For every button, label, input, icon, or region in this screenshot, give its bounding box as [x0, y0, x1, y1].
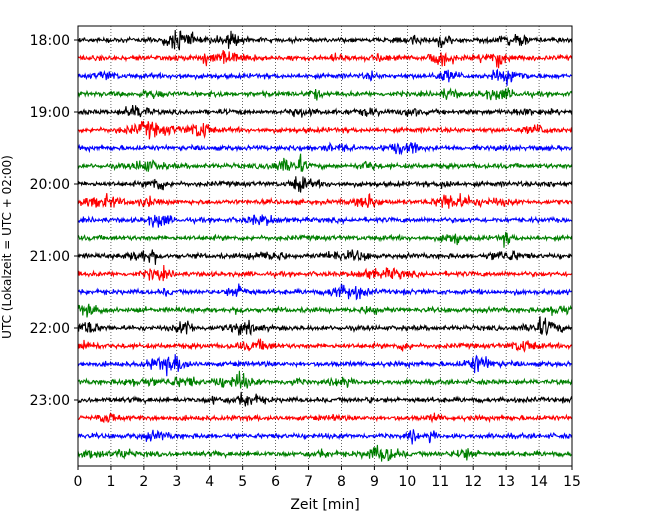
- x-tick-label: 4: [205, 474, 214, 490]
- seismic-trace: [77, 176, 573, 193]
- seismic-traces: [77, 29, 573, 462]
- x-tick-label: 12: [464, 474, 482, 490]
- x-axis-label: Zeit [min]: [290, 497, 359, 513]
- x-tick-label: 7: [304, 474, 313, 490]
- y-tick-label: 19:00: [30, 105, 70, 121]
- seismic-trace: [77, 411, 572, 424]
- x-tick-label: 5: [238, 474, 247, 490]
- seismic-trace: [77, 153, 573, 173]
- seismic-trace: [77, 303, 572, 318]
- seismic-trace: [77, 104, 573, 118]
- seismic-trace: [77, 141, 573, 156]
- seismic-trace: [77, 29, 573, 51]
- x-tick-label: 0: [74, 474, 83, 490]
- x-tick-label: 10: [398, 474, 416, 490]
- x-axis-ticks: 0 1 2 3 4 5 6 7 8 9 10 11 12 13 14 15: [74, 466, 581, 490]
- seismic-trace: [77, 87, 573, 101]
- seismic-trace: [77, 68, 573, 86]
- seismic-trace: [77, 391, 573, 407]
- y-tick-label: 20:00: [30, 177, 70, 193]
- x-tick-label: 8: [337, 474, 346, 490]
- seismic-trace: [77, 338, 573, 353]
- y-tick-label: 22:00: [30, 321, 70, 337]
- x-tick-label: 11: [431, 474, 449, 490]
- seismic-trace: [77, 429, 573, 445]
- y-axis-ticks: 18:00 19:00 20:00 21:00 22:00 23:00: [30, 33, 78, 409]
- plot-frame: [77, 25, 573, 467]
- seismic-trace: [77, 120, 573, 140]
- y-tick-label: 21:00: [30, 249, 70, 265]
- x-tick-label: 6: [271, 474, 280, 490]
- x-tick-label: 1: [106, 474, 115, 490]
- seismic-trace: [77, 192, 573, 209]
- seismic-trace: [77, 316, 572, 337]
- seismic-trace: [77, 265, 573, 282]
- x-tick-label: 9: [370, 474, 379, 490]
- y-tick-label: 23:00: [30, 393, 70, 409]
- x-tick-label: 14: [530, 474, 548, 490]
- vertical-gridlines: [110, 26, 540, 466]
- x-tick-label: 3: [172, 474, 181, 490]
- seismic-trace: [77, 49, 573, 69]
- x-tick-label: 13: [497, 474, 515, 490]
- seismic-trace: [77, 370, 573, 389]
- seismic-trace: [77, 444, 573, 462]
- y-axis-label: UTC (Lokalzeit = UTC + 02:00): [0, 155, 14, 339]
- seismic-trace: [77, 354, 573, 377]
- x-tick-label: 15: [563, 474, 581, 490]
- seismic-trace: [77, 283, 573, 301]
- y-tick-label: 18:00: [30, 33, 70, 49]
- x-tick-label: 2: [139, 474, 148, 490]
- seismic-trace: [77, 231, 573, 248]
- seismic-trace: [77, 214, 573, 228]
- seismic-trace: [77, 249, 573, 265]
